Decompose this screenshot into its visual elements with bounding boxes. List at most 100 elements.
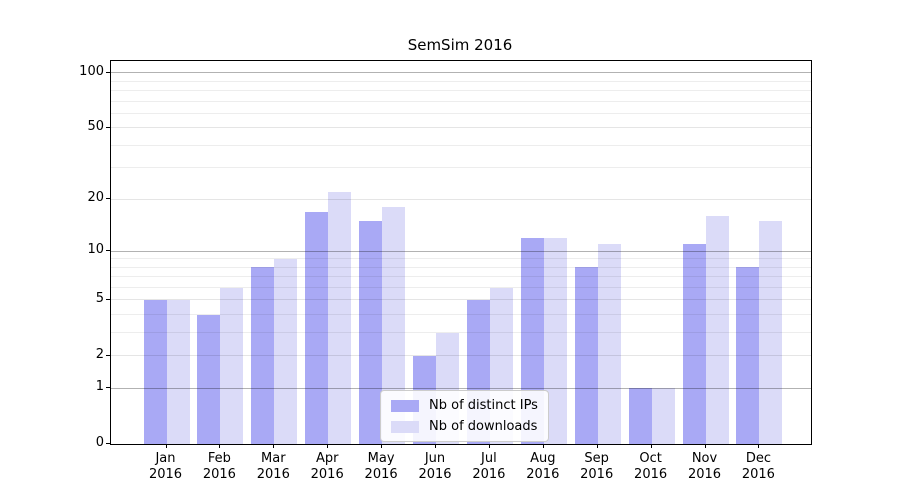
x-tick-label-year: 2016 [472, 467, 506, 482]
legend: Nb of distinct IPs Nb of downloads [380, 390, 549, 442]
bar-distinct-ips-may [359, 221, 383, 444]
x-tick-label-month: Jan [155, 451, 176, 466]
gridline-4 [111, 314, 811, 316]
legend-label-downloads: Nb of downloads [429, 419, 538, 434]
bar-distinct-ips-sep [574, 267, 598, 444]
legend-swatch-downloads [391, 420, 419, 433]
x-tick-label-month: Jul [481, 451, 497, 466]
bar-distinct-ips-nov [682, 244, 706, 444]
x-tick-mark-oct [650, 444, 652, 448]
x-tick-label-month: Jun [424, 451, 446, 466]
x-tick-label-mar: Mar 2016 [241, 451, 305, 483]
bar-downloads-may [382, 207, 406, 444]
bar-distinct-ips-apr [305, 211, 329, 444]
y-tick-mark-10 [106, 250, 110, 252]
y-tick-label-100: 100 [79, 63, 104, 79]
bar-downloads-aug [543, 237, 567, 444]
x-tick-label-year: 2016 [364, 467, 398, 482]
x-tick-label-sep: Sep 2016 [565, 451, 629, 483]
y-tick-mark-0 [106, 443, 110, 444]
x-tick-mark-may [381, 444, 383, 448]
x-tick-label-nov: Nov 2016 [673, 451, 737, 483]
y-tick-label-10: 10 [87, 242, 104, 258]
gridline-20 [111, 198, 811, 200]
x-tick-label-month: Dec [745, 451, 771, 466]
x-tick-label-year: 2016 [687, 467, 722, 482]
x-tick-label-year: 2016 [634, 467, 668, 482]
legend-swatch-distinct-ips [391, 399, 419, 412]
y-tick-mark-50 [106, 126, 110, 128]
x-tick-mark-aug [542, 444, 544, 448]
x-tick-label-year: 2016 [202, 467, 236, 482]
bar-downloads-nov [705, 216, 729, 444]
x-tick-label-year: 2016 [418, 467, 452, 482]
gridline-100 [111, 72, 811, 74]
x-tick-label-month: Nov [691, 451, 718, 466]
x-tick-mark-jul [488, 444, 490, 448]
gridline-50 [111, 127, 811, 129]
y-tick-mark-100 [106, 71, 110, 73]
bar-downloads-mar [274, 258, 298, 444]
x-tick-label-month: Apr [315, 451, 339, 466]
legend-entry-distinct-ips: Nb of distinct IPs [391, 398, 538, 413]
x-tick-label-dec: Dec 2016 [726, 451, 790, 483]
x-tick-mark-dec [758, 444, 760, 448]
bar-downloads-apr [328, 191, 352, 444]
x-tick-label-jun: Jun 2016 [403, 451, 467, 483]
x-tick-label-month: Feb [207, 451, 231, 466]
y-tick-label-1: 1 [95, 379, 104, 395]
x-tick-label-year: 2016 [526, 467, 560, 482]
y-tick-mark-20 [106, 198, 110, 200]
x-tick-label-jan: Jan 2016 [134, 451, 198, 483]
gridline-10 [111, 250, 811, 252]
x-tick-label-month: May [367, 451, 395, 466]
bar-distinct-ips-oct [628, 388, 652, 444]
bar-downloads-jan [166, 299, 190, 444]
x-tick-mark-nov [704, 444, 706, 448]
gridline-1 [111, 387, 811, 389]
gridline-6 [111, 286, 811, 288]
x-tick-label-oct: Oct 2016 [619, 451, 683, 483]
gridline-9 [111, 258, 811, 260]
y-tick-mark-1 [106, 387, 110, 389]
gridline-5 [111, 299, 811, 301]
bar-downloads-dec [759, 221, 783, 444]
bar-distinct-ips-feb [197, 314, 221, 444]
chart-title: SemSim 2016 [407, 36, 513, 54]
y-tick-mark-5 [106, 298, 110, 300]
y-tick-label-5: 5 [95, 290, 104, 306]
bar-downloads-sep [597, 244, 621, 444]
y-tick-label-50: 50 [87, 118, 104, 134]
gridline-2 [111, 355, 811, 357]
x-tick-label-year: 2016 [741, 467, 775, 482]
y-tick-mark-2 [106, 354, 110, 356]
x-tick-mark-sep [596, 444, 598, 448]
x-tick-mark-feb [219, 444, 221, 448]
gridline-3 [111, 332, 811, 333]
y-tick-label-2: 2 [95, 346, 104, 362]
legend-label-distinct-ips: Nb of distinct IPs [429, 398, 538, 413]
gridline-30 [111, 167, 811, 169]
legend-entry-downloads: Nb of downloads [391, 419, 538, 434]
x-tick-mark-apr [327, 444, 329, 448]
x-tick-label-feb: Feb 2016 [187, 451, 251, 483]
y-tick-label-20: 20 [87, 190, 104, 206]
y-tick-label-0: 0 [95, 435, 104, 450]
x-tick-label-month: Sep [584, 451, 609, 466]
x-tick-label-year: 2016 [148, 467, 183, 482]
x-tick-label-month: Aug [530, 451, 556, 466]
gridline-70 [111, 100, 811, 102]
x-tick-label-year: 2016 [310, 467, 344, 482]
x-tick-label-jul: Jul 2016 [457, 451, 521, 483]
x-tick-label-may: May 2016 [349, 451, 413, 483]
x-tick-label-month: Mar [261, 451, 286, 466]
x-tick-mark-jun [435, 444, 436, 448]
gridline-40 [111, 144, 811, 146]
bar-distinct-ips-dec [736, 267, 760, 444]
x-tick-label-year: 2016 [256, 467, 290, 482]
x-tick-label-aug: Aug 2016 [511, 451, 575, 483]
bar-distinct-ips-jan [143, 299, 167, 444]
gridline-7 [111, 276, 811, 278]
x-tick-mark-mar [273, 444, 275, 448]
